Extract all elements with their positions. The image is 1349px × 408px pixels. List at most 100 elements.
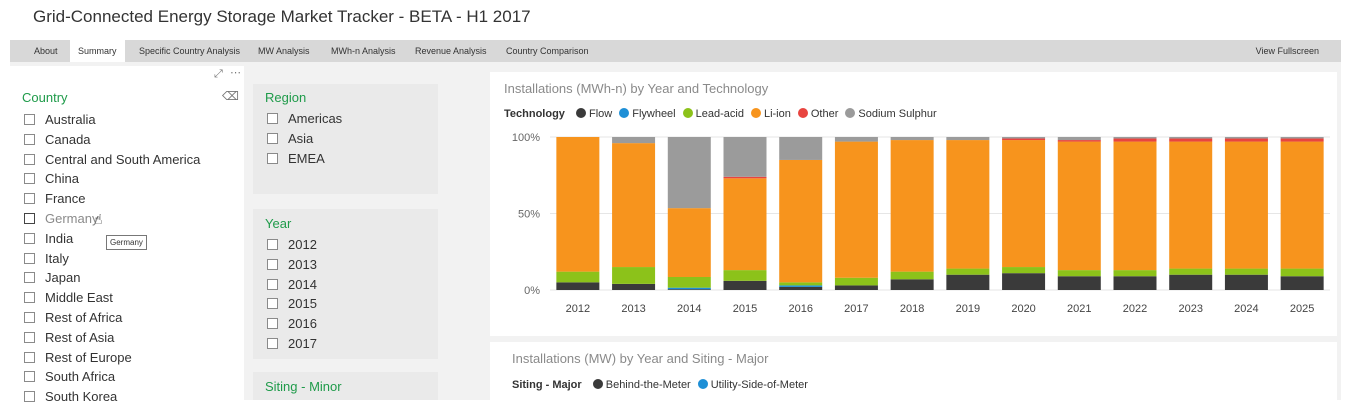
bar-sodium-sulphur-2021[interactable] — [1057, 137, 1101, 141]
bar-flow-2019[interactable] — [946, 274, 990, 290]
slicer-item-south-korea[interactable]: South Korea — [24, 389, 117, 408]
slicer-item-japan[interactable]: Japan — [24, 270, 80, 289]
bar-li-ion-2019[interactable] — [946, 140, 990, 269]
slicer-item-rest-of-asia[interactable]: Rest of Asia — [24, 330, 114, 349]
slicer-item-germany[interactable]: Germany — [24, 211, 98, 230]
slicer-item-2016[interactable]: 2016 — [267, 316, 317, 335]
slicer-item-2013[interactable]: 2013 — [267, 257, 317, 276]
bar-flow-2018[interactable] — [890, 279, 934, 290]
bar-li-ion-2015[interactable] — [723, 178, 767, 271]
slicer-item-italy[interactable]: Italy — [24, 251, 69, 270]
bar-li-ion-2014[interactable] — [667, 208, 711, 277]
slicer-item-canada[interactable]: Canada — [24, 132, 91, 151]
bar-li-ion-2020[interactable] — [1002, 140, 1046, 268]
checkbox[interactable] — [24, 232, 35, 244]
tab-country-comparison[interactable]: Country Comparison — [506, 46, 589, 56]
bar-flywheel-2014[interactable] — [667, 287, 711, 290]
slicer-item-2012[interactable]: 2012 — [267, 237, 317, 256]
slicer-item-rest-of-europe[interactable]: Rest of Europe — [24, 350, 132, 369]
bar-flow-2017[interactable] — [834, 285, 878, 290]
bar-flow-2012[interactable] — [556, 282, 600, 290]
bar-li-ion-2023[interactable] — [1169, 141, 1213, 269]
checkbox[interactable] — [267, 278, 278, 290]
bar-sodium-sulphur-2017[interactable] — [834, 137, 878, 142]
slicer-item-australia[interactable]: Australia — [24, 112, 96, 131]
slicer-item-middle-east[interactable]: Middle East — [24, 290, 113, 309]
bar-lead-acid-2020[interactable] — [1002, 267, 1046, 274]
bar-sodium-sulphur-2013[interactable] — [612, 137, 656, 144]
checkbox[interactable] — [24, 272, 35, 284]
legend-item-other[interactable]: Other — [797, 108, 838, 120]
bar-other-2024[interactable] — [1224, 138, 1268, 142]
bar-flow-2023[interactable] — [1169, 274, 1213, 290]
bar-sodium-sulphur-2019[interactable] — [946, 137, 990, 141]
bar-flow-2016[interactable] — [779, 286, 823, 290]
bar-flow-2014[interactable] — [667, 289, 711, 290]
bar-lead-acid-2012[interactable] — [556, 271, 600, 283]
checkbox[interactable] — [24, 371, 35, 383]
bar-other-2015[interactable] — [723, 176, 767, 179]
focus-mode-icon[interactable]: ⤢ — [214, 68, 223, 80]
bar-flow-2024[interactable] — [1224, 274, 1268, 290]
checkbox[interactable] — [24, 351, 35, 363]
tab-summary[interactable]: Summary — [70, 40, 125, 63]
slicer-item-south-africa[interactable]: South Africa — [24, 369, 115, 388]
bar-li-ion-2017[interactable] — [834, 141, 878, 278]
bar-li-ion-2022[interactable] — [1113, 141, 1157, 271]
bar-lead-acid-2022[interactable] — [1113, 270, 1157, 277]
more-options-icon[interactable]: ⋯ — [230, 67, 241, 79]
checkbox[interactable] — [267, 258, 278, 270]
slicer-item-france[interactable]: France — [24, 191, 85, 210]
bar-sodium-sulphur-2016[interactable] — [779, 137, 823, 160]
tab-mw-analysis[interactable]: MW Analysis — [258, 46, 310, 56]
bar-lead-acid-2015[interactable] — [723, 270, 767, 281]
bar-li-ion-2013[interactable] — [612, 143, 656, 268]
checkbox[interactable] — [24, 114, 35, 125]
bar-other-2020[interactable] — [1002, 138, 1046, 141]
checkbox[interactable] — [267, 239, 278, 250]
tab-specific-country-analysis[interactable]: Specific Country Analysis — [139, 46, 241, 56]
checkbox[interactable] — [24, 173, 35, 185]
tab-mwh-n-analysis[interactable]: MWh-n Analysis — [331, 46, 396, 56]
slicer-item-emea[interactable]: EMEA — [267, 151, 325, 170]
bar-sodium-sulphur-2018[interactable] — [890, 137, 934, 141]
bar-flow-2025[interactable] — [1280, 276, 1324, 290]
checkbox[interactable] — [267, 113, 278, 124]
bar-lead-acid-2013[interactable] — [612, 267, 656, 284]
bar-lead-acid-2014[interactable] — [667, 276, 711, 288]
bar-lead-acid-2019[interactable] — [946, 268, 990, 275]
bar-li-ion-2024[interactable] — [1224, 141, 1268, 269]
bar-lead-acid-2016[interactable] — [779, 282, 823, 286]
bar-sodium-sulphur-2025[interactable] — [1280, 137, 1324, 139]
checkbox[interactable] — [267, 318, 278, 330]
slicer-item-central-and-south-america[interactable]: Central and South America — [24, 152, 200, 171]
checkbox[interactable] — [267, 338, 278, 349]
legend-item-lead-acid[interactable]: Lead-acid — [682, 108, 744, 120]
checkbox[interactable] — [267, 153, 278, 164]
bar-lead-acid-2024[interactable] — [1224, 268, 1268, 275]
bar-li-ion-2018[interactable] — [890, 140, 934, 272]
bar-lead-acid-2018[interactable] — [890, 271, 934, 280]
bar-sodium-sulphur-2020[interactable] — [1002, 137, 1046, 139]
bar-lead-acid-2023[interactable] — [1169, 268, 1213, 275]
bar-other-2025[interactable] — [1280, 138, 1324, 142]
checkbox[interactable] — [24, 153, 35, 165]
bar-flow-2013[interactable] — [612, 283, 656, 290]
bar-other-2023[interactable] — [1169, 138, 1213, 142]
checkbox[interactable] — [24, 133, 35, 145]
eraser-icon[interactable]: ⌫ — [222, 89, 239, 103]
checkbox[interactable] — [24, 193, 35, 205]
bar-lead-acid-2017[interactable] — [834, 277, 878, 286]
checkbox[interactable] — [24, 292, 35, 304]
checkbox[interactable] — [24, 213, 35, 224]
legend-item-utility-side-of-meter[interactable]: Utility-Side-of-Meter — [697, 379, 808, 391]
bar-sodium-sulphur-2023[interactable] — [1169, 137, 1213, 139]
bar-flywheel-2016[interactable] — [779, 285, 823, 287]
slicer-item-2014[interactable]: 2014 — [267, 277, 317, 296]
legend-item-flywheel[interactable]: Flywheel — [619, 108, 676, 120]
bar-li-ion-2016[interactable] — [779, 159, 823, 283]
slicer-item-2017[interactable]: 2017 — [267, 336, 317, 355]
checkbox[interactable] — [267, 133, 278, 144]
slicer-item-2015[interactable]: 2015 — [267, 296, 317, 315]
bar-flow-2015[interactable] — [723, 280, 767, 290]
